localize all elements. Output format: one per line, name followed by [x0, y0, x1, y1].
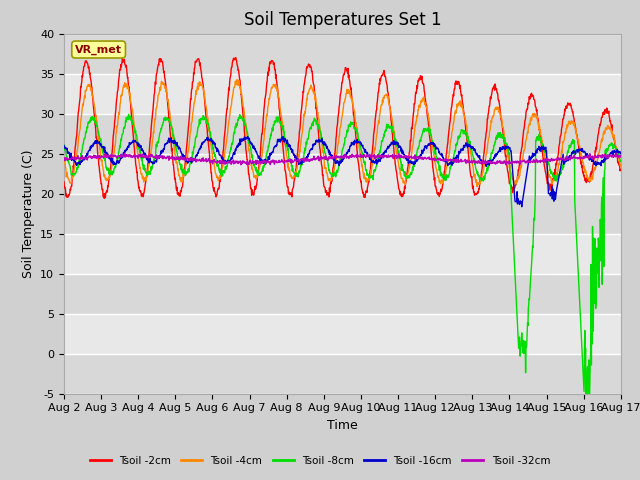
Text: VR_met: VR_met — [75, 44, 122, 55]
Bar — [64, 154, 621, 193]
Bar — [64, 114, 621, 154]
Legend: Tsoil -2cm, Tsoil -4cm, Tsoil -8cm, Tsoil -16cm, Tsoil -32cm: Tsoil -2cm, Tsoil -4cm, Tsoil -8cm, Tsoi… — [86, 452, 554, 470]
Bar — [64, 193, 621, 234]
Bar — [64, 34, 621, 73]
Bar — [64, 313, 621, 354]
Bar — [64, 274, 621, 313]
Bar — [64, 73, 621, 114]
Y-axis label: Soil Temperature (C): Soil Temperature (C) — [22, 149, 35, 278]
Title: Soil Temperatures Set 1: Soil Temperatures Set 1 — [244, 11, 441, 29]
Bar — [64, 354, 621, 394]
Bar — [64, 234, 621, 274]
X-axis label: Time: Time — [327, 419, 358, 432]
